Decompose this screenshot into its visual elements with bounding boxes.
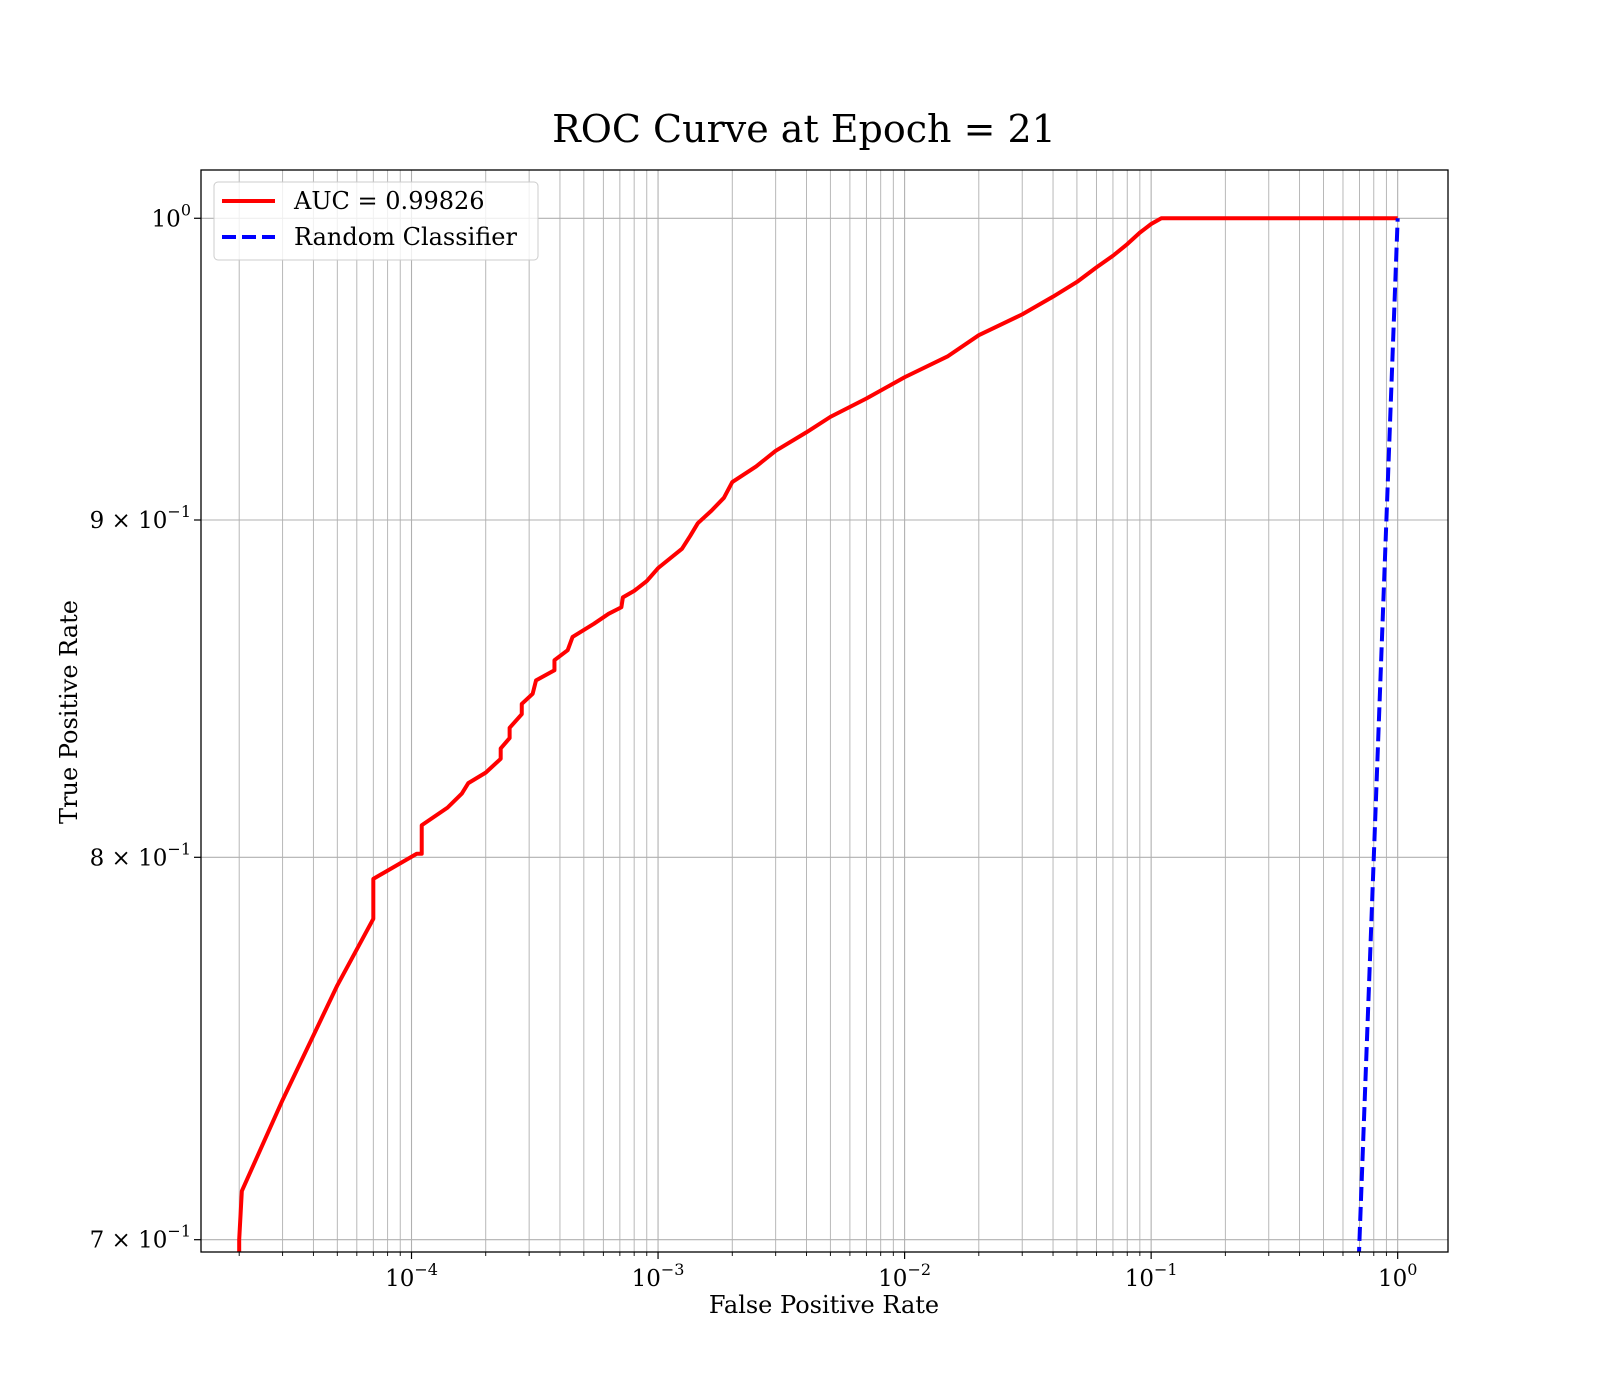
x-tick-label: 10−4 bbox=[385, 1260, 438, 1292]
x-tick-label: 10−1 bbox=[1125, 1260, 1178, 1292]
y-tick-label: 8 × 10−1 bbox=[90, 839, 191, 871]
legend-label-auc: AUC = 0.99826 bbox=[293, 187, 485, 215]
tick-marks bbox=[194, 217, 1399, 1259]
x-tick-label: 100 bbox=[1378, 1260, 1417, 1292]
plot-frame bbox=[200, 169, 1449, 1253]
legend-label-random: Random Classifier bbox=[294, 223, 517, 251]
y-tick-label: 9 × 10−1 bbox=[90, 502, 191, 534]
grid-lines bbox=[201, 170, 1448, 1252]
random-classifier-line bbox=[1357, 218, 1400, 1252]
chart-title: ROC Curve at Epoch = 21 bbox=[552, 107, 1056, 151]
x-tick-label: 10−2 bbox=[878, 1260, 931, 1292]
legend-box bbox=[213, 181, 539, 261]
roc-curve-line bbox=[237, 216, 1398, 1252]
legend: AUC = 0.99826 Random Classifier bbox=[213, 181, 539, 261]
series-layer bbox=[237, 216, 1400, 1252]
x-axis-label: False Positive Rate bbox=[709, 1291, 939, 1319]
y-tick-label: 100 bbox=[152, 200, 191, 232]
x-tick-label: 10−3 bbox=[632, 1260, 685, 1292]
tick-labels: 10−4 10−3 10−2 10−1 100 7 × 10−1 8 × 10−1 9 × 1… bbox=[90, 200, 1418, 1292]
y-tick-label: 7 × 10−1 bbox=[90, 1222, 191, 1254]
y-axis-label: True Positive Rate bbox=[55, 600, 83, 824]
